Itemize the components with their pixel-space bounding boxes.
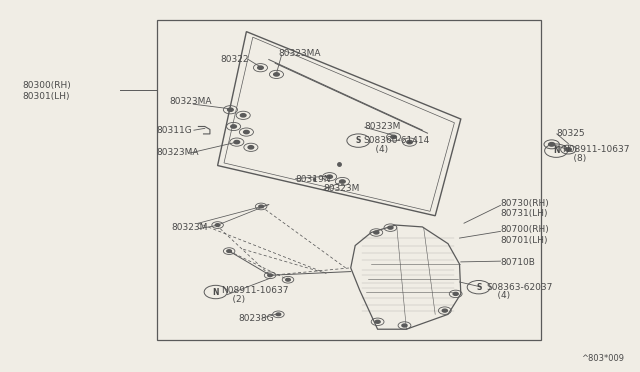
Circle shape bbox=[259, 205, 264, 208]
Circle shape bbox=[276, 313, 281, 316]
Circle shape bbox=[268, 274, 273, 277]
Circle shape bbox=[375, 320, 380, 323]
Text: 80700(RH)
80701(LH): 80700(RH) 80701(LH) bbox=[500, 225, 549, 245]
Text: S: S bbox=[476, 283, 481, 292]
Text: 80323MA: 80323MA bbox=[157, 148, 199, 157]
Text: (4): (4) bbox=[486, 291, 511, 300]
Circle shape bbox=[215, 224, 220, 227]
Circle shape bbox=[285, 278, 291, 281]
Circle shape bbox=[442, 309, 447, 312]
Circle shape bbox=[234, 141, 239, 144]
Text: 80300(RH)
80301(LH): 80300(RH) 80301(LH) bbox=[22, 81, 71, 101]
Circle shape bbox=[340, 180, 345, 183]
Circle shape bbox=[258, 66, 263, 69]
Text: S08360-61414: S08360-61414 bbox=[364, 136, 430, 145]
Circle shape bbox=[402, 324, 407, 327]
Circle shape bbox=[565, 148, 572, 151]
Circle shape bbox=[548, 142, 555, 146]
Text: 80311G: 80311G bbox=[157, 126, 193, 135]
Text: 80325: 80325 bbox=[557, 129, 586, 138]
Text: N08911-10637: N08911-10637 bbox=[562, 145, 629, 154]
Circle shape bbox=[327, 175, 332, 178]
Circle shape bbox=[231, 125, 236, 128]
Text: 80323M: 80323M bbox=[323, 185, 360, 193]
Text: N: N bbox=[553, 146, 559, 155]
Circle shape bbox=[453, 292, 458, 295]
Circle shape bbox=[274, 73, 279, 76]
Circle shape bbox=[388, 226, 393, 229]
Text: 80323MA: 80323MA bbox=[170, 97, 212, 106]
Text: (4): (4) bbox=[364, 145, 388, 154]
Text: S: S bbox=[356, 136, 361, 145]
Bar bbox=[157, 20, 541, 340]
Text: (2): (2) bbox=[221, 295, 245, 304]
Circle shape bbox=[407, 141, 412, 144]
Text: 80730(RH)
80731(LH): 80730(RH) 80731(LH) bbox=[500, 199, 549, 218]
Text: 80323M: 80323M bbox=[172, 223, 208, 232]
Circle shape bbox=[248, 146, 253, 149]
Circle shape bbox=[391, 135, 396, 138]
Text: 80710B: 80710B bbox=[500, 258, 535, 267]
Text: ^803*009: ^803*009 bbox=[581, 354, 624, 363]
Circle shape bbox=[244, 131, 249, 134]
Text: (8): (8) bbox=[562, 154, 586, 163]
Circle shape bbox=[374, 231, 379, 234]
Text: N08911-10637: N08911-10637 bbox=[221, 286, 288, 295]
Text: S08363-62037: S08363-62037 bbox=[486, 283, 553, 292]
Text: 80323M: 80323M bbox=[365, 122, 401, 131]
Text: 80322: 80322 bbox=[221, 55, 250, 64]
Text: 80319N: 80319N bbox=[296, 175, 331, 184]
Text: 80323MA: 80323MA bbox=[278, 49, 321, 58]
Circle shape bbox=[241, 114, 246, 117]
Text: 80238G: 80238G bbox=[238, 314, 274, 323]
Text: N: N bbox=[212, 288, 219, 296]
Circle shape bbox=[228, 108, 233, 111]
Circle shape bbox=[227, 250, 232, 253]
